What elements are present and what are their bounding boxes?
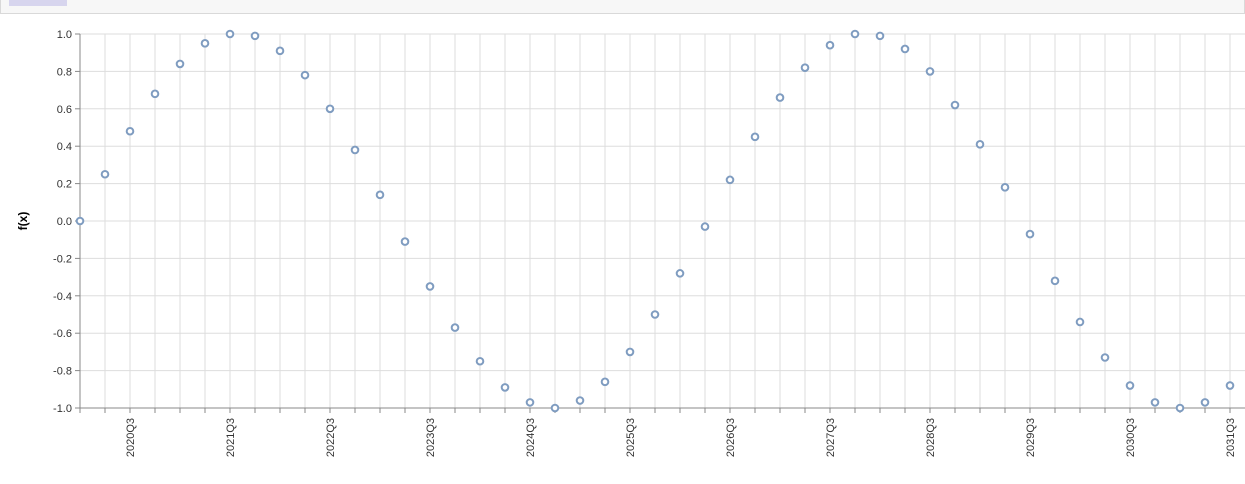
data-point: [1125, 381, 1135, 390]
y-tick-label: -0.2: [53, 253, 72, 265]
data-point: [1200, 398, 1210, 407]
data-point: [800, 63, 810, 72]
data-point: [650, 310, 660, 319]
x-tick-label: 2024Q3: [525, 418, 537, 457]
data-point: [600, 377, 610, 387]
y-tick-label: -1.0: [53, 403, 72, 415]
data-point: [200, 39, 210, 48]
data-point: [325, 104, 335, 114]
data-point: [675, 269, 685, 278]
data-point: [525, 398, 535, 407]
y-tick-label: -0.4: [53, 291, 72, 303]
y-tick-label: 0.8: [57, 66, 72, 78]
data-point: [250, 31, 260, 41]
data-point: [350, 145, 360, 155]
data-point: [750, 132, 760, 142]
x-tick-label: 2030Q3: [1125, 418, 1137, 457]
y-tick-label: 0.0: [57, 216, 72, 228]
data-point: [1075, 317, 1085, 327]
x-tick-label: 2020Q3: [125, 418, 137, 457]
data-point: [175, 59, 185, 69]
data-point: [500, 383, 510, 392]
data-point: [825, 40, 835, 50]
grid: [79, 33, 1245, 409]
data-point: [975, 140, 985, 149]
data-point: [125, 126, 135, 136]
data-point: [775, 93, 785, 102]
data-point: [75, 216, 85, 226]
data-point: [950, 100, 960, 110]
data-point: [575, 396, 585, 405]
data-point: [375, 190, 385, 200]
x-tick-label: 2023Q3: [425, 418, 437, 457]
x-tick-label: 2031Q3: [1225, 418, 1237, 457]
data-point: [225, 29, 235, 39]
y-axis-title: f(x): [16, 212, 30, 231]
data-point: [700, 222, 710, 231]
data-points: [75, 29, 1235, 413]
data-point: [1150, 398, 1160, 407]
data-point: [550, 403, 560, 413]
x-tick-label: 2027Q3: [825, 418, 837, 457]
y-tick-label: 0.6: [57, 104, 72, 116]
data-point: [850, 29, 860, 39]
y-tick-label: 1.0: [57, 29, 72, 41]
data-point: [300, 70, 310, 80]
data-point: [925, 67, 935, 76]
data-point: [400, 237, 410, 246]
x-tick-label: 2026Q3: [725, 418, 737, 457]
data-point: [1175, 403, 1185, 413]
y-tick-label: -0.8: [53, 366, 72, 378]
x-axis: 2020Q3 2021Q3 2022Q3 2023Q3 2024Q3 2025Q3 2026…: [79, 407, 1245, 457]
x-tick-label: 2029Q3: [1025, 418, 1037, 457]
data-point: [1025, 229, 1035, 239]
x-tick-label: 2021Q3: [225, 418, 237, 457]
data-point: [275, 46, 285, 56]
y-tick-label: -0.6: [53, 328, 72, 340]
data-point: [425, 282, 435, 291]
data-point: [725, 175, 735, 185]
data-point: [625, 347, 635, 357]
data-point: [900, 44, 910, 54]
x-tick-label: 2028Q3: [925, 418, 937, 457]
y-tick-label: 0.2: [57, 179, 72, 191]
toolbar-tab[interactable]: [9, 0, 67, 6]
x-tick-label: 2025Q3: [625, 418, 637, 457]
data-point: [875, 31, 885, 41]
data-point: [1050, 276, 1060, 286]
data-point: [475, 356, 485, 366]
y-tick-label: 0.4: [57, 141, 72, 153]
data-point: [1225, 381, 1235, 390]
data-point: [450, 323, 460, 332]
data-point: [1000, 183, 1010, 192]
data-point: [150, 89, 160, 99]
data-point: [100, 169, 110, 179]
x-tick-label: 2022Q3: [325, 418, 337, 457]
data-point: [1100, 353, 1110, 362]
